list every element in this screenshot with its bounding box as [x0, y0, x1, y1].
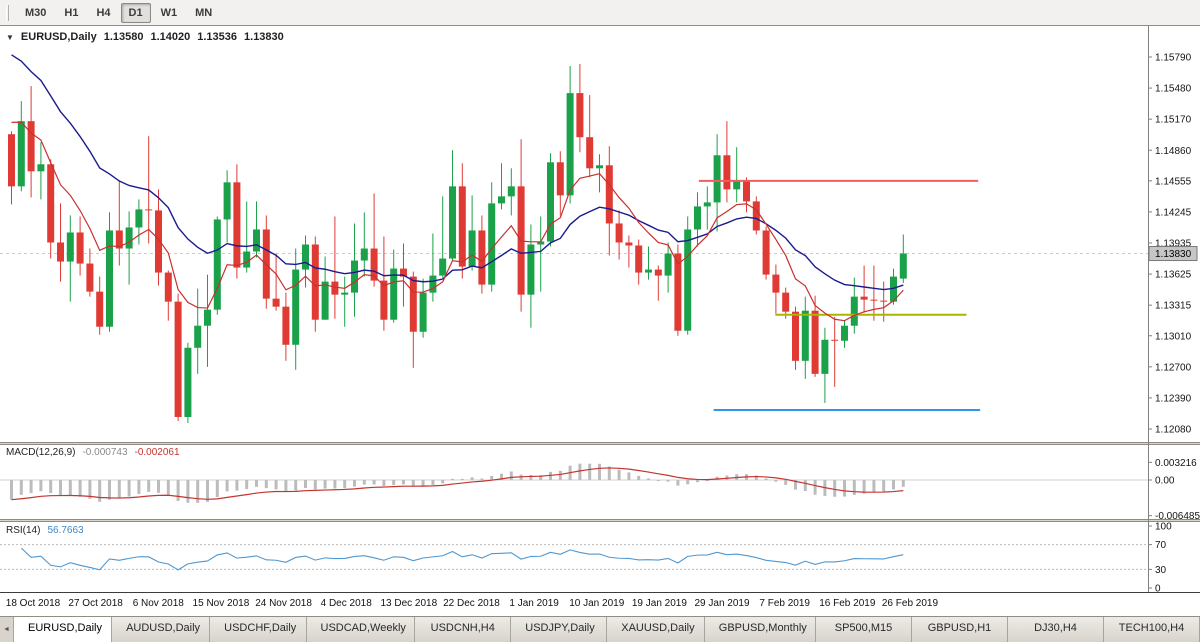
- tab-scroll-left-icon[interactable]: ◄: [0, 617, 14, 642]
- macd-axis-label: 0.003216: [1155, 458, 1197, 469]
- date-label: 4 Dec 2018: [320, 598, 372, 609]
- symbol-tab-usdchf[interactable]: USDCHF,Daily: [210, 617, 307, 642]
- date-label: 19 Jan 2019: [631, 598, 687, 609]
- timeframe-button-d1[interactable]: D1: [120, 2, 151, 23]
- date-label: 1 Jan 2019: [509, 598, 559, 609]
- rsi-axis-label: 30: [1155, 565, 1167, 576]
- price-axis-label: 1.14860: [1155, 146, 1192, 157]
- symbol-tab-usdcad[interactable]: USDCAD,Weekly: [306, 617, 416, 642]
- symbol-tab-xauusd[interactable]: XAUUSD,Daily: [607, 617, 705, 642]
- chart-canvas[interactable]: 1.15790 1.15480 1.15170 1.14860 1.14555 1.142…: [0, 26, 1200, 592]
- price-axis-label: 1.15170: [1155, 115, 1192, 126]
- current-price-badge-text: 1.13830: [1155, 249, 1192, 260]
- timeframe-button-mn[interactable]: MN: [195, 6, 213, 19]
- symbol-tab-usdcnh[interactable]: USDCNH,H4: [415, 617, 512, 642]
- timeframe-button-h1[interactable]: H1: [64, 6, 79, 19]
- price-axis-label: 1.13625: [1155, 270, 1192, 281]
- price-axis-label: 1.14245: [1155, 207, 1192, 218]
- timeframe-button-w1[interactable]: W1: [160, 6, 178, 19]
- price-axis-label: 1.12700: [1155, 362, 1192, 373]
- date-label: 22 Dec 2018: [443, 598, 500, 609]
- price-axis-label: 1.13010: [1155, 331, 1192, 342]
- timeframe-button-h4[interactable]: H4: [96, 6, 111, 19]
- ma-slow-line: [11, 54, 904, 291]
- symbol-tabbar: ◄ EURUSD,Daily AUDUSD,Daily USDCHF,Daily US…: [0, 616, 1200, 642]
- panel-separator[interactable]: [0, 442, 1200, 445]
- symbol-tab-dj30[interactable]: DJ30,H4: [1007, 617, 1104, 642]
- candles-layer: [8, 64, 907, 423]
- rsi-axis-label: 70: [1155, 540, 1167, 551]
- symbol-tab-tech100[interactable]: TECH100,H4: [1103, 617, 1200, 642]
- date-label: 16 Feb 2019: [819, 598, 876, 609]
- date-label: 10 Jan 2019: [569, 598, 625, 609]
- symbol-tab-audusd[interactable]: AUDUSD,Daily: [112, 617, 211, 642]
- chart-dropdown-icon[interactable]: ▼: [6, 33, 14, 42]
- price-axis-label: 1.12080: [1155, 425, 1192, 436]
- symbol-tab-gbpusd[interactable]: GBPUSD,H1: [911, 617, 1008, 642]
- rsi-line: [20, 547, 904, 571]
- date-label: 27 Oct 2018: [68, 598, 123, 609]
- price-axis-label: 1.15480: [1155, 84, 1192, 95]
- panel-separator[interactable]: [0, 519, 1200, 522]
- date-axis: 18 Oct 2018 27 Oct 2018 6 Nov 2018 15 Nov 2…: [0, 592, 1200, 616]
- toolbar-grip-handle[interactable]: [6, 4, 9, 21]
- chart-panel: 1.15790 1.15480 1.15170 1.14860 1.14555 1.142…: [0, 26, 1200, 592]
- timeframe-button-m30[interactable]: M30: [25, 6, 47, 19]
- rsi-axis-label: 100: [1155, 522, 1172, 533]
- date-label: 26 Feb 2019: [881, 598, 939, 609]
- macd-axis-label: -0.006485: [1155, 511, 1200, 522]
- symbol-tab-eurusd[interactable]: EURUSD,Daily: [14, 617, 113, 642]
- symbol-tab-sp500[interactable]: SP500,M15: [815, 617, 912, 642]
- symbol-tab-usdjpy[interactable]: USDJPY,Daily: [511, 617, 608, 642]
- date-label: 29 Jan 2019: [694, 598, 750, 609]
- macd-signal-line: [11, 467, 904, 501]
- date-label: 15 Nov 2018: [192, 598, 250, 609]
- price-axis-label: 1.14555: [1155, 176, 1192, 187]
- ma-fast-line: [11, 121, 904, 322]
- date-label: 18 Oct 2018: [5, 598, 61, 609]
- axis-labels: 1.15790 1.15480 1.15170 1.14860 1.14555 1.142…: [1148, 53, 1200, 593]
- price-axis-label: 1.13315: [1155, 301, 1192, 312]
- price-axis-label: 1.15790: [1155, 53, 1192, 64]
- timeframe-toolbar: M30 H1 H4 D1 W1 MN: [0, 0, 1200, 26]
- symbol-tab-gbpusd[interactable]: GBPUSD,Monthly: [704, 617, 816, 642]
- price-axis-label: 1.13935: [1155, 239, 1192, 250]
- rsi-axis-label: 0: [1155, 584, 1161, 593]
- macd-axis-label: 0.00: [1155, 476, 1175, 487]
- price-axis-label: 1.12390: [1155, 393, 1192, 404]
- date-label: 24 Nov 2018: [255, 598, 312, 609]
- date-label: 6 Nov 2018: [132, 598, 184, 609]
- current-price-badge: [1148, 246, 1198, 262]
- date-label: 7 Feb 2019: [759, 598, 810, 609]
- date-label: 13 Dec 2018: [380, 598, 438, 609]
